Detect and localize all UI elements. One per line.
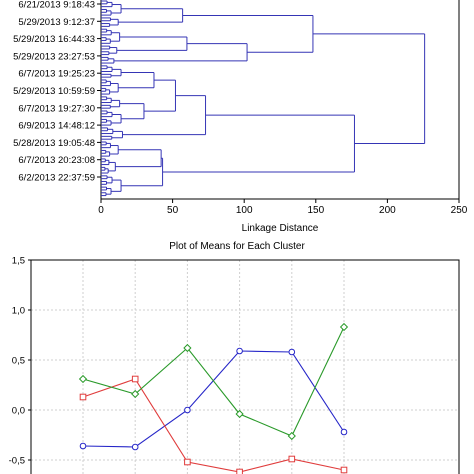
- data-point-circle: [236, 347, 243, 355]
- means-chart: Plot of Means for Each Cluster 1,5 1,0 0,5…: [9, 241, 460, 474]
- x-tick-label: 200: [379, 205, 396, 216]
- x-tick-label: 100: [236, 205, 253, 216]
- y-axis-ticks: 1,5 1,0 0,5 0,0 -0,5: [9, 256, 31, 467]
- data-point-circle: [184, 406, 191, 414]
- y-tick-label: 1,5: [12, 256, 25, 267]
- grid: [31, 259, 459, 474]
- leaf-label: 6/7/2013 20:23:08: [18, 155, 95, 166]
- leaf-labels: 6/21/2013 9:18:43 5/29/2013 9:12:37 5/29/2…: [13, 0, 101, 184]
- leaf-label: 6/2/2013 22:37:59: [18, 173, 95, 184]
- data-point-square: [288, 455, 296, 463]
- data-point-square: [340, 466, 348, 474]
- means-plot-frame: [30, 259, 460, 474]
- series-lines: [78, 322, 349, 474]
- y-tick-label: 1,0: [12, 306, 25, 317]
- leaf-label: 6/9/2013 14:48:12: [18, 121, 95, 132]
- y-tick-label: -0,5: [9, 456, 25, 467]
- x-tick-label: 50: [167, 205, 179, 216]
- leaf-label: 5/28/2013 19:05:48: [13, 138, 95, 149]
- leaf-label: 5/29/2013 23:27:53: [13, 51, 95, 62]
- x-tick-label: 250: [451, 205, 468, 216]
- leaf-label: 6/7/2013 19:25:23: [18, 69, 95, 80]
- x-axis-ticks: 0 50 100 150 200 250: [98, 199, 468, 216]
- series-line: [82, 350, 345, 448]
- data-point-diamond: [235, 409, 244, 419]
- data-point-square: [184, 458, 191, 466]
- data-point-square: [79, 393, 87, 401]
- data-point-diamond: [339, 322, 349, 332]
- data-point-circle: [79, 442, 87, 450]
- data-point-diamond: [287, 431, 296, 441]
- chart-title: Plot of Means for Each Cluster: [169, 241, 305, 252]
- dendrogram-links: [101, 0, 426, 197]
- y-tick-label: 0,5: [12, 356, 25, 367]
- data-point-square: [236, 468, 243, 474]
- leaf-label: 5/29/2013 9:12:37: [18, 17, 95, 28]
- data-point-circle: [288, 348, 296, 356]
- x-tick-label: 0: [98, 205, 104, 216]
- data-point-diamond: [183, 343, 192, 353]
- x-tick-label: 150: [307, 205, 324, 216]
- x-axis-label: Linkage Distance: [242, 223, 319, 234]
- data-point-square: [131, 375, 139, 383]
- series-line: [82, 378, 345, 473]
- data-point-circle: [131, 443, 139, 451]
- dendrogram-plot-frame: [100, 0, 460, 200]
- series-line: [82, 326, 345, 437]
- leaf-label: 6/21/2013 9:18:43: [18, 0, 95, 11]
- data-point-diamond: [131, 389, 140, 399]
- dendrogram-chart: 6/21/2013 9:18:43 5/29/2013 9:12:37 5/29/2…: [13, 0, 468, 234]
- data-point-diamond: [78, 374, 88, 384]
- leaf-label: 6/7/2013 19:27:30: [18, 103, 95, 114]
- leaf-label: 5/29/2013 16:44:33: [13, 34, 95, 45]
- data-point-circle: [340, 428, 348, 436]
- y-tick-label: 0,0: [12, 406, 25, 417]
- leaf-label: 5/29/2013 10:59:59: [13, 86, 95, 97]
